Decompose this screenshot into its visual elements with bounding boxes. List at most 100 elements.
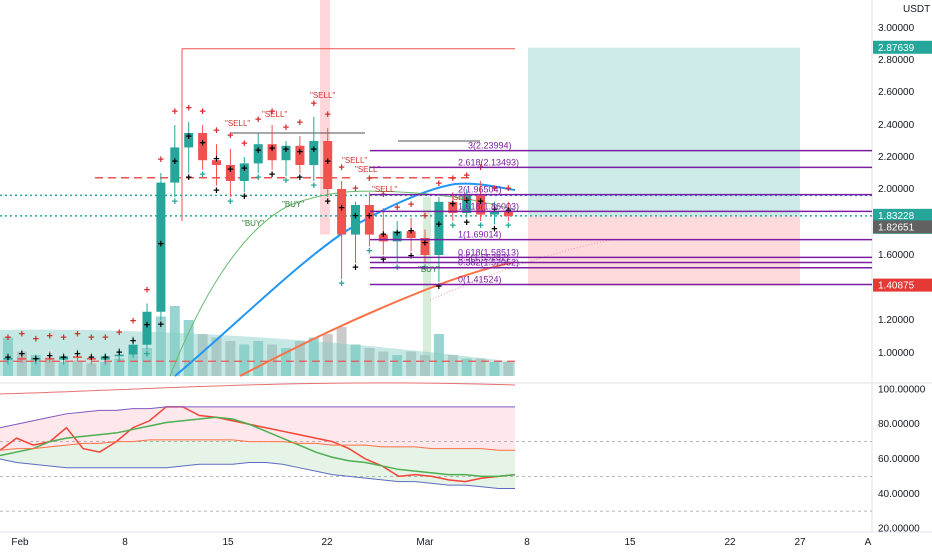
volume-bar [461,358,472,376]
candle-body [198,133,208,161]
candle-body [392,231,402,242]
signal-cross: + [338,162,344,174]
volume-bar [169,306,180,376]
candle-body [490,211,499,215]
candle-body [295,145,305,165]
signal-cross: + [283,144,289,156]
highlight-column [320,0,330,235]
signal-cross: + [199,169,205,181]
candle-body [267,144,277,161]
signal-cross: + [172,156,178,168]
candle-body [17,357,27,360]
signal-label: "SELL" [355,165,380,174]
indicator-tick-label: 20.00000 [878,524,920,535]
highlight-column-buy [423,197,431,362]
fib-level-label: 2(1.96504) [458,185,502,195]
volume-ma-line [0,382,516,395]
signal-cross: + [477,220,483,232]
secondary-price-badge-bg [873,220,932,234]
volume-bar [197,334,208,376]
fib-level-label: 0.382(1.52052) [458,258,519,268]
signal-cross: + [408,251,414,263]
signal-cross: + [366,246,372,258]
signal-cross: + [463,217,469,229]
candle-body [170,147,180,183]
fib-level-label: 1(1.69014) [458,230,502,240]
price-tick-label: 1.20000 [878,315,915,326]
signal-cross: + [213,154,219,166]
signal-label: "SELL" [342,156,367,165]
volume-bar [44,358,55,376]
candle-body [128,344,138,355]
candle-body [86,357,96,360]
volume-bar [433,334,444,376]
signal-cross: + [88,352,94,364]
volume-bar [447,355,458,376]
signal-cross: + [60,332,66,344]
candle-body [239,163,249,181]
price-tick-label: 2.40000 [878,120,915,131]
signal-cross: + [297,172,303,184]
indicator-series-line [0,458,515,490]
signal-cross: + [33,354,39,366]
signal-cross: + [227,130,233,142]
signal-label: "SELL" [450,193,475,202]
signal-cross: + [185,131,191,143]
signal-cross: + [505,183,511,195]
candle-body [364,205,374,235]
fib-level-label: 1.618(1.86003) [458,201,519,211]
signal-cross: + [269,169,275,181]
signal-label: "SELL" [262,110,287,119]
volume-bar [86,363,97,376]
price-tick-label: 1.00000 [878,348,915,359]
indicator-tick-label: 40.00000 [878,489,920,500]
candle-body [73,356,82,358]
candle-body [448,201,458,213]
signal-cross: + [366,173,372,185]
time-tick-label: Feb [11,537,29,548]
signal-cross: + [283,122,289,134]
stop-zone [528,215,800,286]
volume-bar [100,362,111,376]
volume-bar [489,362,500,376]
volume-bar [155,316,166,376]
candle-body [406,231,416,238]
indicator-series-line [0,406,515,429]
signal-cross: + [5,332,11,344]
volume-bar [378,351,389,376]
signal-cross: + [463,195,469,207]
indicator-tick-label: 100.00000 [878,384,926,395]
signal-cross: + [283,175,289,187]
volume-bar [308,337,319,376]
volume-bar [72,360,83,376]
candle-body [337,189,347,235]
signal-cross: + [352,183,358,195]
candle-body [59,356,69,360]
signal-cross: + [297,117,303,129]
candle-body [45,357,55,360]
target-price-badge-bg [873,40,932,54]
signal-cross: + [19,329,25,341]
time-tick-label: A [865,537,872,548]
secondary-price-badge: 1.82651 [878,222,915,233]
signal-cross: + [130,336,136,348]
candle-body [378,234,388,242]
volume-ma-area [0,329,515,376]
candle-body [31,357,41,360]
price-tick-label: 2.80000 [878,55,915,66]
volume-bar [294,341,305,376]
candle-body [309,141,319,165]
signal-cross: + [213,185,219,197]
volume-bar [420,355,430,376]
signal-cross: + [408,226,414,238]
candle-body [156,182,166,312]
volume-bar [364,348,375,376]
stop-price-badge-bg [873,278,932,292]
signal-cross: + [144,285,150,297]
signal-cross: + [227,164,233,176]
indicator-upper-band [0,406,515,451]
signal-label: "BUY" [242,219,264,228]
signal-cross: + [227,196,233,208]
